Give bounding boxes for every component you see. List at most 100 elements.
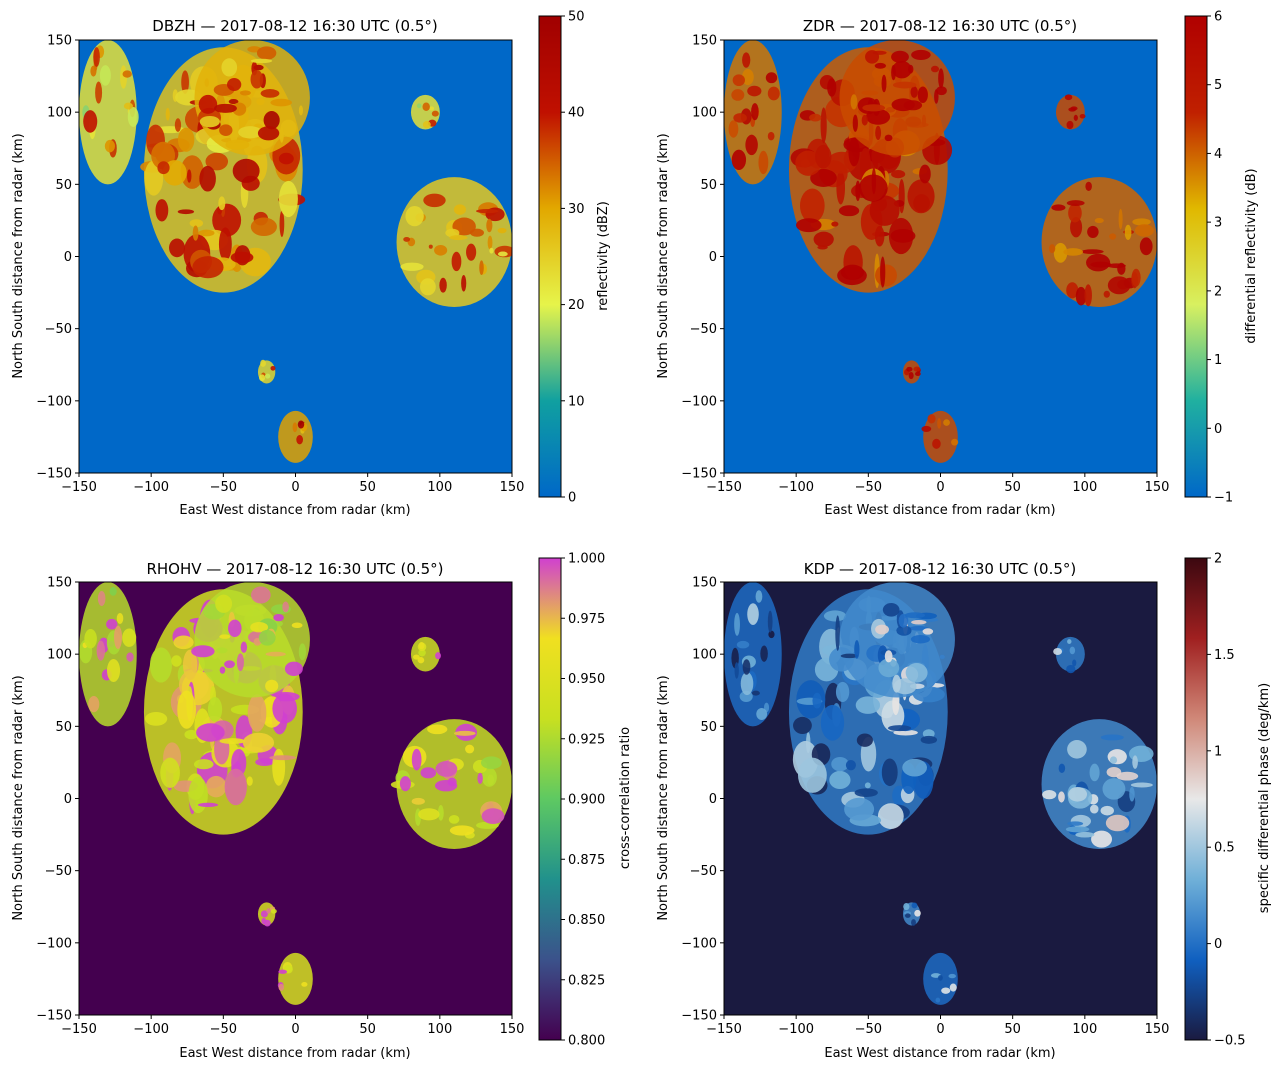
colorbar <box>1185 16 1207 497</box>
y-axis-label: North South distance from radar (km) <box>11 133 26 378</box>
colorbar-tick-label: 0.975 <box>568 612 605 627</box>
colorbar-tick-label: 0 <box>568 491 576 506</box>
x-tick-label: −150 <box>706 480 742 495</box>
colorbar-tick-label: −1 <box>1214 491 1233 506</box>
colorbar <box>539 16 561 497</box>
colorbar-label: differential reflectivity (dB) <box>1244 168 1259 343</box>
echo-region <box>410 636 441 672</box>
colorbar-tick-label: −0.5 <box>1214 1034 1246 1049</box>
colorbar-label: reflectivity (dBZ) <box>596 201 611 311</box>
x-tick-label: 150 <box>500 1022 525 1037</box>
y-tick-label: −100 <box>681 394 717 409</box>
x-tick-label: 50 <box>1004 1022 1021 1037</box>
colorbar-tick-label: 20 <box>568 298 585 313</box>
y-tick-label: −100 <box>36 936 72 951</box>
colorbar-tick-label: 2 <box>1214 284 1222 299</box>
x-tick-label: 100 <box>1072 1022 1097 1037</box>
x-tick-label: 0 <box>936 480 944 495</box>
echo-region <box>278 410 313 463</box>
x-axis-label: East West distance from radar (km) <box>824 1046 1055 1061</box>
y-tick-label: 100 <box>692 106 717 121</box>
y-tick-label: 0 <box>709 792 717 807</box>
colorbar-tick-label: 1.000 <box>568 552 605 567</box>
x-tick-label: −150 <box>61 480 97 495</box>
y-tick-label: 50 <box>700 720 717 735</box>
echo-region <box>396 177 512 308</box>
echo-region <box>79 40 139 185</box>
panel-rhohv: RHOHV — 2017-08-12 16:30 UTC (0.5°) −150… <box>11 552 633 1062</box>
y-tick-label: −50 <box>690 864 717 879</box>
colorbar-tick-label: 1.5 <box>1214 648 1235 663</box>
echo-region <box>923 952 958 1005</box>
colorbar-tick-label: 0.825 <box>568 973 605 988</box>
x-tick-label: −50 <box>855 480 882 495</box>
x-tick-label: −100 <box>133 480 169 495</box>
echo-region <box>194 40 310 156</box>
y-tick-label: −150 <box>36 1009 72 1024</box>
colorbar-tick-label: 6 <box>1214 10 1222 25</box>
colorbar-tick-label: 4 <box>1214 147 1222 162</box>
y-tick-label: −50 <box>45 864 72 879</box>
y-tick-label: 150 <box>692 34 717 49</box>
x-tick-label: 150 <box>500 480 525 495</box>
colorbar-tick-label: 50 <box>568 10 585 25</box>
x-tick-label: −150 <box>61 1022 97 1037</box>
x-tick-label: 50 <box>359 480 376 495</box>
y-tick-label: 50 <box>700 178 717 193</box>
x-tick-label: −50 <box>210 480 237 495</box>
y-tick-label: 100 <box>47 106 72 121</box>
x-tick-label: 0 <box>936 1022 944 1037</box>
y-tick-label: 150 <box>47 34 72 49</box>
colorbar-tick-label: 30 <box>568 202 585 217</box>
colorbar-tick-label: 0.925 <box>568 732 605 747</box>
y-tick-label: −150 <box>681 1009 717 1024</box>
echo-region <box>79 582 137 727</box>
chart-title: RHOHV — 2017-08-12 16:30 UTC (0.5°) <box>146 560 443 578</box>
colorbar-tick-label: 5 <box>1214 78 1222 93</box>
echo-region <box>277 952 313 1005</box>
colorbar-frame <box>1184 557 1208 1041</box>
x-tick-label: 100 <box>427 1022 452 1037</box>
echo-region <box>1053 636 1085 674</box>
y-axis-label: North South distance from radar (km) <box>11 675 26 920</box>
y-tick-label: 150 <box>692 576 717 591</box>
colorbar-tick-label: 0.5 <box>1214 841 1235 856</box>
colorbar-tick-label: 0 <box>1214 937 1222 952</box>
colorbar-tick-label: 10 <box>568 394 585 409</box>
echo-region <box>257 902 277 927</box>
x-tick-label: 150 <box>1145 480 1170 495</box>
colorbar-tick-label: 0.875 <box>568 853 605 868</box>
colorbar <box>1185 558 1207 1040</box>
echo-region <box>1041 177 1157 307</box>
colorbar-tick-label: 1 <box>1214 744 1222 759</box>
echo-region <box>1055 94 1086 130</box>
y-axis-label: North South distance from radar (km) <box>656 675 671 920</box>
chart-title: ZDR — 2017-08-12 16:30 UTC (0.5°) <box>803 17 1077 35</box>
x-tick-label: −100 <box>778 1022 814 1037</box>
echo-region <box>839 582 955 698</box>
colorbar-tick-label: 40 <box>568 106 585 121</box>
x-tick-label: 150 <box>1145 1022 1170 1037</box>
y-tick-label: −50 <box>690 322 717 337</box>
y-tick-label: 0 <box>709 250 717 265</box>
colorbar-frame <box>538 15 562 498</box>
y-tick-label: −50 <box>45 322 72 337</box>
y-tick-label: 100 <box>47 648 72 663</box>
colorbar <box>539 558 561 1040</box>
colorbar-tick-label: 1 <box>1214 353 1222 368</box>
x-axis-label: East West distance from radar (km) <box>824 503 1055 518</box>
colorbar-tick-label: 2 <box>1214 552 1222 567</box>
echo-region <box>902 360 921 384</box>
colorbar-tick-label: 0 <box>1214 422 1222 437</box>
colorbar-tick-label: 3 <box>1214 216 1222 231</box>
y-tick-label: 150 <box>47 576 72 591</box>
x-axis-label: East West distance from radar (km) <box>179 1046 410 1061</box>
panel-kdp: KDP — 2017-08-12 16:30 UTC (0.5°) −150 −1… <box>656 552 1272 1062</box>
echo-region <box>191 582 310 698</box>
x-tick-label: 0 <box>291 1022 299 1037</box>
x-tick-label: −100 <box>133 1022 169 1037</box>
echo-region <box>724 582 782 727</box>
colorbar-tick-label: 0.950 <box>568 672 605 687</box>
y-axis-label: North South distance from radar (km) <box>656 133 671 378</box>
chart-title: DBZH — 2017-08-12 16:30 UTC (0.5°) <box>152 17 437 35</box>
